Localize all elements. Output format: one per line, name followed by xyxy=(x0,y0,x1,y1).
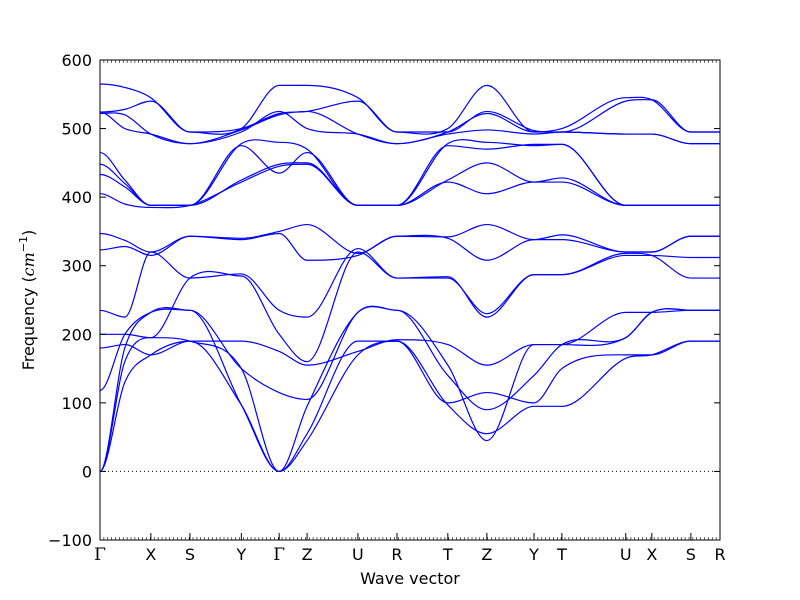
band-line-10 xyxy=(99,163,720,209)
band-line-17 xyxy=(99,83,720,135)
x-tick-label: Y xyxy=(528,545,539,564)
y-axis-label: Frequency (cm−1) xyxy=(17,230,38,371)
x-tick-label: Γ xyxy=(94,545,106,565)
y-tick-label: 200 xyxy=(61,325,92,344)
y-tick-label: 500 xyxy=(61,120,92,139)
x-tick-label: S xyxy=(686,545,696,564)
y-axis-label-close: ) xyxy=(19,230,38,236)
y-axis-label-main: Frequency ( xyxy=(19,276,38,370)
band-line-9 xyxy=(99,223,720,254)
x-tick-label: Z xyxy=(302,545,313,564)
x-tick-label: Γ xyxy=(273,545,285,565)
band-line-16 xyxy=(99,98,720,133)
x-tick-label: S xyxy=(185,545,195,564)
band-line-6 xyxy=(100,251,720,363)
band-line-13 xyxy=(99,139,720,206)
y-tick-label: −100 xyxy=(48,531,92,550)
y-tick-label: 600 xyxy=(61,51,92,70)
y-tick-label: 300 xyxy=(61,257,92,276)
x-tick-label: T xyxy=(442,545,453,564)
band-line-11 xyxy=(99,162,720,206)
x-tick-label: R xyxy=(391,545,402,564)
y-axis-label-unit: cm xyxy=(19,252,38,276)
x-tick-label: X xyxy=(145,545,156,564)
band-line-3 xyxy=(99,305,720,473)
y-tick-label: 400 xyxy=(61,188,92,207)
y-tick-label: 0 xyxy=(82,462,92,481)
band-line-4 xyxy=(99,306,720,442)
band-line-14 xyxy=(99,110,720,145)
band-line-5 xyxy=(99,308,720,366)
band-line-7 xyxy=(99,247,720,318)
x-tick-label: R xyxy=(714,545,725,564)
x-tick-label: Z xyxy=(481,545,492,564)
x-tick-label: U xyxy=(352,545,364,564)
band-line-15 xyxy=(99,110,720,145)
band-line-1 xyxy=(99,340,720,473)
y-tick-label: 100 xyxy=(61,394,92,413)
x-tick-label: X xyxy=(646,545,657,564)
band-line-2 xyxy=(99,337,720,473)
band-line-8 xyxy=(99,232,720,261)
x-tick-label: T xyxy=(556,545,567,564)
y-axis-ticks: −100 0 100 200 300 400 500 600 xyxy=(48,51,720,550)
band-lines xyxy=(99,83,720,473)
x-tick-label: U xyxy=(620,545,632,564)
x-tick-label: Y xyxy=(235,545,246,564)
x-axis-label: Wave vector xyxy=(360,569,460,588)
y-axis-label-exponent: −1 xyxy=(17,236,30,252)
